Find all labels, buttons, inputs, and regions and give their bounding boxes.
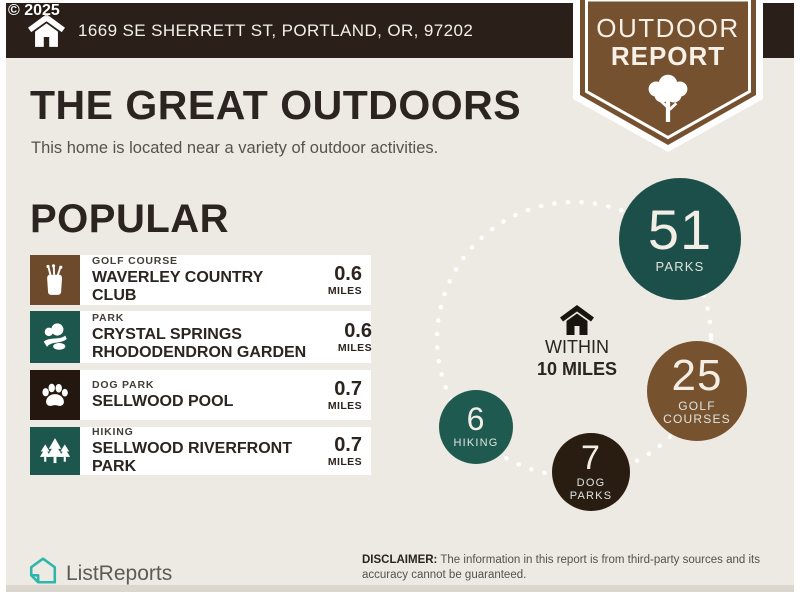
list-item-dog-park: DOG PARK SELLWOOD POOL 0.7 MILES: [30, 370, 371, 420]
item-category: GOLF COURSE: [92, 255, 178, 268]
item-distance-unit: MILES: [327, 399, 362, 412]
list-item-golf-course: GOLF COURSE WAVERLEY COUNTRY CLUB 0.6 MI…: [30, 255, 371, 305]
badge-title-line2: REPORT: [610, 41, 726, 71]
golf-bag-icon: [30, 255, 80, 305]
stat-circle-golf-courses: 25 GOLF COURSES: [647, 341, 747, 441]
listreports-house-icon: [28, 556, 58, 591]
stat-circle-parks: 51 PARKS: [619, 178, 741, 300]
disclaimer-label: DISCLAIMER:: [362, 554, 438, 566]
page-subtitle: This home is located near a variety of o…: [31, 139, 439, 157]
item-name: WAVERLEY COUNTRY CLUB: [92, 269, 263, 304]
park-icon: [30, 311, 80, 363]
item-distance: 0.6: [344, 319, 372, 342]
radius-line1: WITHIN: [545, 337, 609, 357]
popular-heading: POPULAR: [30, 197, 230, 241]
tree-icon: [641, 70, 695, 135]
item-distance: 0.7: [334, 433, 362, 456]
radius-caption: WITHIN 10 MILES: [517, 337, 637, 380]
item-name: SELLWOOD POOL: [92, 393, 234, 411]
brand-name: ListReports: [66, 561, 173, 585]
item-distance: 0.7: [334, 377, 362, 400]
home-icon: [28, 14, 65, 47]
stat-value: 7: [581, 438, 601, 477]
property-address: 1669 SE SHERRETT ST, PORTLAND, OR, 97202: [78, 21, 474, 40]
bottom-edge-shade: [6, 585, 794, 592]
stat-circle-hiking: 6 HIKING: [439, 390, 513, 464]
page-title: THE GREAT OUTDOORS: [30, 82, 522, 128]
item-distance: 0.6: [334, 262, 362, 285]
stat-label: PARKS: [655, 258, 705, 274]
pine-trees-icon: [30, 427, 80, 475]
listreports-logo: ListReports: [28, 556, 172, 591]
paw-icon: [30, 370, 80, 420]
item-distance-unit: MILES: [327, 284, 362, 297]
stat-circle-dog-parks: 7 DOG PARKS: [552, 433, 630, 511]
home-icon: [560, 305, 594, 340]
stat-value: 51: [647, 198, 713, 262]
stat-label: HIKING: [453, 437, 499, 450]
list-item-hiking: HIKING SELLWOOD RIVERFRONT PARK 0.7 MILE…: [30, 426, 371, 475]
copyright-watermark: © 2025: [8, 2, 60, 19]
radius-line2: 10 MILES: [536, 358, 618, 379]
item-category: PARK: [92, 312, 125, 325]
outdoor-report-badge: OUTDOOR REPORT: [573, 0, 763, 158]
item-category: HIKING: [92, 426, 134, 439]
item-distance-unit: MILES: [337, 341, 372, 354]
item-name: CRYSTAL SPRINGS RHODODENDRON GARDEN: [92, 326, 307, 361]
stat-value: 6: [466, 400, 486, 437]
item-name: SELLWOOD RIVERFRONT PARK: [92, 440, 292, 475]
badge-title-line1: OUTDOOR: [596, 13, 740, 43]
stat-value: 25: [671, 350, 723, 400]
stat-label: DOG PARKS: [569, 477, 613, 502]
stat-label: GOLF COURSES: [663, 398, 731, 427]
list-item-park: PARK CRYSTAL SPRINGS RHODODENDRON GARDEN…: [30, 311, 372, 363]
item-distance-unit: MILES: [327, 455, 362, 468]
disclaimer-text: DISCLAIMER: The information in this repo…: [362, 554, 760, 581]
item-category: DOG PARK: [92, 379, 155, 392]
